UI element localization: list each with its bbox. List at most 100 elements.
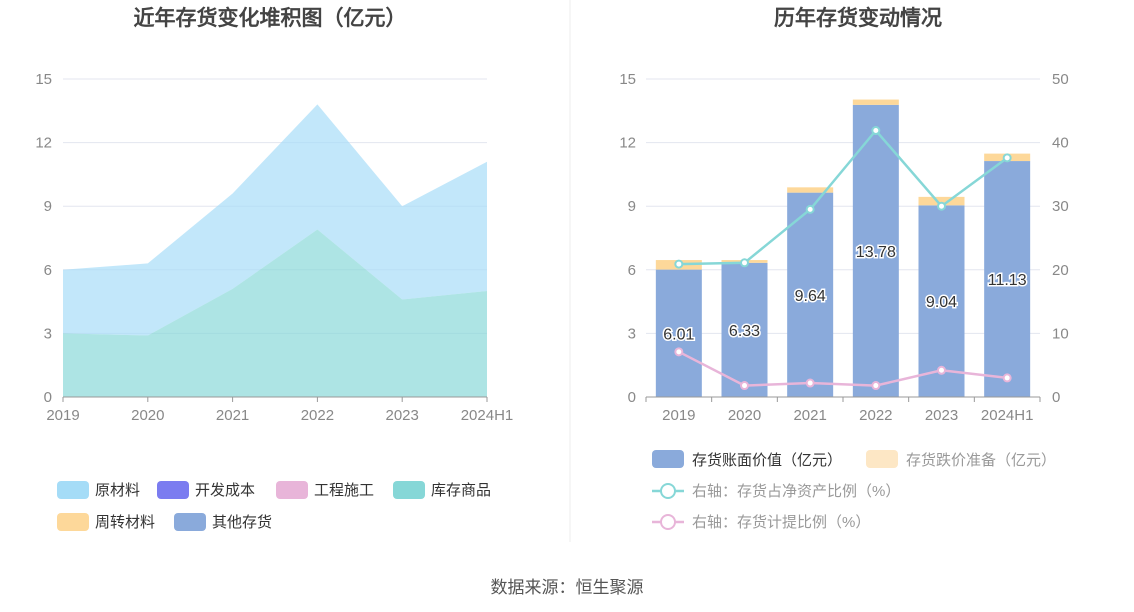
left-legend-item: 开发成本 [157, 481, 255, 499]
legend-label: 存货账面价值（亿元） [692, 452, 842, 469]
line-point [674, 259, 684, 269]
area-raw_material [63, 104, 487, 336]
legend-swatch [652, 450, 684, 468]
legend-label: 存货跌价准备（亿元） [906, 452, 1056, 469]
inventory-change-panel: 历年存货变动情况 6.01 6.33 9.64 13.78 9.04 11.13 0 3 6 9… [619, 6, 1068, 531]
bar-value-label: 13.78 [856, 244, 896, 261]
legend-swatch [174, 513, 206, 531]
right-legend: 存货账面价值（亿元） 存货跌价准备（亿元） 右轴：存货占净资产比例（%） 右轴：存货计… [652, 450, 1056, 531]
line-ratio_line [678, 128, 1008, 266]
right-y-tick-label: 6 [628, 262, 636, 279]
bar-book-value [787, 192, 834, 397]
right-x-tick-label: 2022 [859, 407, 892, 424]
right-y-tick-label: 9 [628, 198, 636, 215]
legend-label: 周转材料 [95, 514, 155, 531]
right-lines [674, 126, 1012, 391]
bar-book-value [918, 205, 965, 397]
line-point [674, 347, 684, 357]
bar-value-label: 9.64 [795, 288, 826, 305]
right-y2-tick-label: 30 [1052, 198, 1069, 215]
left-legend-item: 周转材料 [57, 513, 155, 531]
line-point [871, 381, 881, 391]
line-provision_line [678, 350, 1008, 387]
right-y-tick-label: 0 [628, 389, 636, 406]
data-source: 数据来源：恒生聚源 [490, 578, 644, 597]
right-legend-item: 存货跌价准备（亿元） [866, 450, 1056, 469]
bar-value-label: 6.01 [663, 326, 694, 343]
bar-book-value [655, 269, 702, 397]
legend-line-marker [660, 514, 676, 530]
right-x-tick-label: 2019 [662, 407, 695, 424]
left-legend-item: 工程施工 [276, 481, 374, 499]
left-x-tick-label: 2019 [46, 407, 79, 424]
right-bars [655, 99, 1031, 397]
right-y-tick-label: 3 [628, 325, 636, 342]
bar-impairment [852, 99, 899, 105]
left-x-tick-label: 2022 [301, 407, 334, 424]
left-y-tick-label: 6 [44, 262, 52, 279]
legend-label: 库存商品 [431, 482, 491, 499]
right-legend-item: 右轴：存货计提比例（%） [652, 514, 870, 531]
line-point [1002, 373, 1012, 383]
right-grid [646, 78, 1040, 334]
legend-label: 右轴：存货占净资产比例（%） [692, 483, 900, 500]
right-bar-labels: 6.01 6.33 9.64 13.78 9.04 11.13 [662, 242, 1028, 344]
right-y-tick-label: 12 [619, 135, 636, 152]
bar-impairment [918, 196, 965, 206]
legend-line-marker [660, 483, 676, 499]
legend-swatch [57, 481, 89, 499]
left-x-tick-label: 2023 [386, 407, 419, 424]
bar-book-value [984, 161, 1031, 397]
line-point [740, 258, 749, 268]
left-legend-item: 原材料 [57, 481, 140, 499]
right-legend-item: 右轴：存货占净资产比例（%） [652, 483, 900, 500]
left-y-tick-label: 15 [35, 71, 52, 88]
left-chart-title: 近年存货变化堆积图（亿元） [134, 6, 407, 30]
line-point [805, 378, 815, 388]
right-x-tick-label: 2024H1 [981, 407, 1034, 424]
legend-label: 工程施工 [314, 482, 374, 499]
bar-value-label: 9.04 [926, 294, 957, 311]
line-point [1002, 153, 1012, 163]
legend-label: 开发成本 [195, 482, 255, 499]
left-y-tick-label: 0 [44, 389, 52, 406]
left-x-tick-label: 2021 [216, 407, 249, 424]
left-areas [63, 104, 487, 397]
right-y-tick-label: 15 [619, 71, 636, 88]
legend-swatch [157, 481, 189, 499]
right-y2-tick-label: 10 [1052, 325, 1069, 342]
line-point [740, 381, 749, 391]
left-x-tick-label: 2020 [131, 407, 164, 424]
bar-value-label: 6.33 [729, 323, 760, 340]
right-x-tick-label: 2023 [925, 407, 958, 424]
legend-swatch [866, 450, 898, 468]
line-point [805, 204, 815, 214]
legend-swatch [393, 481, 425, 499]
right-legend-item: 存货账面价值（亿元） [652, 450, 842, 469]
legend-swatch [276, 481, 308, 499]
right-y2-tick-label: 20 [1052, 262, 1069, 279]
right-x-tick-label: 2021 [793, 407, 826, 424]
line-point [871, 126, 881, 136]
right-x-tick-label: 2020 [728, 407, 761, 424]
legend-label: 原材料 [95, 482, 140, 499]
bar-book-value [721, 262, 768, 397]
left-y-tick-label: 9 [44, 198, 52, 215]
left-y-tick-label: 12 [35, 135, 52, 152]
left-legend-item: 库存商品 [393, 481, 491, 499]
right-axis: 0 3 6 9 12 15 0 10 20 30 40 50 2019 2020 2021 2022 2023 2… [619, 71, 1068, 424]
right-y2-tick-label: 0 [1052, 389, 1060, 406]
bar-value-label: 11.13 [988, 272, 1027, 289]
left-legend-item: 其他存货 [174, 513, 272, 531]
line-point [937, 201, 946, 211]
left-x-tick-label: 2024H1 [461, 407, 514, 424]
area-inventory_goods [63, 229, 487, 397]
legend-label: 右轴：存货计提比例（%） [692, 514, 870, 531]
left-y-tick-label: 3 [44, 325, 52, 342]
stacked-area-panel: 近年存货变化堆积图（亿元） 0 3 6 9 12 15 2019 2020 2021 2022 20… [35, 6, 513, 531]
right-y2-tick-label: 50 [1052, 71, 1069, 88]
right-y2-tick-label: 40 [1052, 135, 1069, 152]
legend-label: 其他存货 [212, 514, 272, 531]
